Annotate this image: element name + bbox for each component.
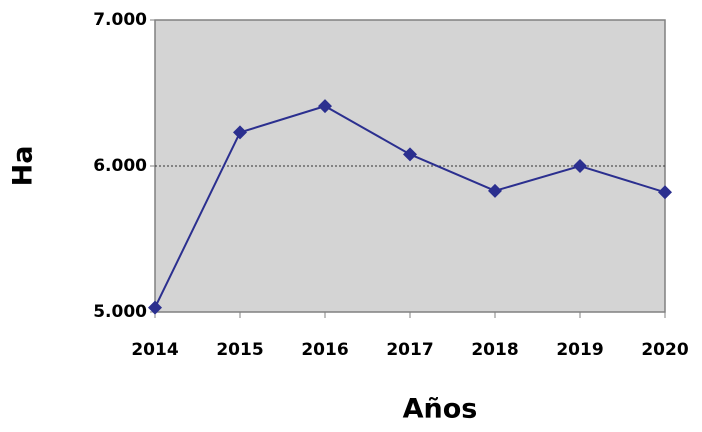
data-point xyxy=(488,183,502,198)
data-point xyxy=(403,147,417,162)
x-tick-label: 2016 xyxy=(301,340,348,360)
y-tick-label: 5.000 xyxy=(93,302,147,322)
data-point xyxy=(658,185,672,200)
data-point xyxy=(318,99,332,114)
data-point xyxy=(148,300,162,315)
x-tick-label: 2020 xyxy=(641,340,688,360)
x-tick-label: 2014 xyxy=(131,340,178,360)
y-axis-title: Ha xyxy=(8,146,39,187)
y-tick-label: 6.000 xyxy=(93,156,147,176)
data-point xyxy=(233,125,247,140)
x-tick-label: 2015 xyxy=(216,340,263,360)
data-point xyxy=(573,159,587,173)
x-tick-label: 2018 xyxy=(471,340,518,360)
y-tick-label: 7.000 xyxy=(93,10,147,30)
x-tick-label: 2017 xyxy=(386,340,433,360)
x-tick-label: 2019 xyxy=(556,340,603,360)
x-axis-title: Años xyxy=(403,394,478,425)
